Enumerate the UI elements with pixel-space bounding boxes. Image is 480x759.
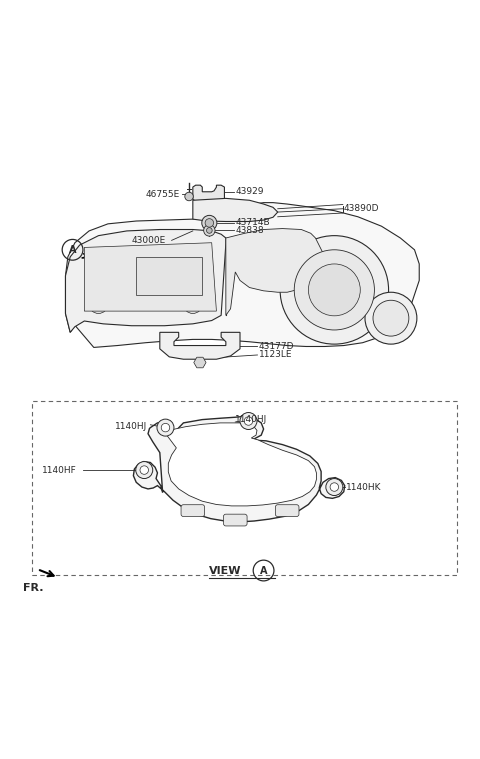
Text: 1140HJ: 1140HJ	[115, 422, 147, 431]
Circle shape	[183, 294, 202, 313]
Circle shape	[183, 247, 202, 266]
Text: 1140HJ: 1140HJ	[235, 415, 267, 424]
Circle shape	[195, 357, 204, 367]
Polygon shape	[193, 185, 225, 201]
Circle shape	[206, 228, 212, 233]
Text: FR.: FR.	[23, 583, 44, 593]
Circle shape	[365, 292, 417, 344]
Text: 1123LE: 1123LE	[259, 351, 292, 360]
Text: 46755E: 46755E	[145, 190, 180, 199]
Circle shape	[244, 417, 253, 425]
Circle shape	[294, 250, 374, 330]
Polygon shape	[165, 423, 316, 506]
Polygon shape	[136, 257, 202, 294]
Polygon shape	[65, 229, 226, 332]
Text: 1140HK: 1140HK	[346, 483, 382, 492]
Circle shape	[205, 219, 214, 227]
Polygon shape	[65, 203, 419, 348]
FancyBboxPatch shape	[181, 505, 204, 517]
FancyBboxPatch shape	[224, 514, 247, 526]
Circle shape	[330, 483, 338, 491]
Circle shape	[280, 235, 389, 344]
Polygon shape	[84, 243, 216, 311]
Circle shape	[157, 419, 174, 436]
Text: A: A	[260, 565, 267, 575]
Circle shape	[240, 413, 257, 430]
Text: 43714B: 43714B	[235, 219, 270, 228]
Polygon shape	[160, 332, 240, 359]
FancyBboxPatch shape	[276, 505, 299, 517]
Text: 43177D: 43177D	[259, 342, 294, 351]
Text: VIEW: VIEW	[209, 565, 242, 575]
Circle shape	[326, 479, 343, 496]
Text: 43000E: 43000E	[132, 236, 166, 245]
Text: 43838: 43838	[235, 226, 264, 235]
Circle shape	[308, 264, 360, 316]
Circle shape	[134, 269, 157, 292]
Circle shape	[140, 466, 148, 474]
Text: 1140HF: 1140HF	[42, 465, 77, 474]
Circle shape	[89, 247, 108, 266]
Text: 43890D: 43890D	[344, 204, 379, 213]
Circle shape	[136, 461, 153, 479]
Circle shape	[89, 294, 108, 313]
Circle shape	[161, 424, 170, 432]
Polygon shape	[226, 228, 325, 315]
Polygon shape	[193, 198, 278, 222]
Text: A: A	[69, 245, 76, 255]
Circle shape	[185, 192, 193, 200]
Polygon shape	[194, 357, 206, 368]
Circle shape	[204, 225, 215, 236]
Circle shape	[373, 301, 409, 336]
Circle shape	[202, 216, 217, 231]
Text: 43929: 43929	[235, 187, 264, 197]
Polygon shape	[133, 416, 345, 522]
